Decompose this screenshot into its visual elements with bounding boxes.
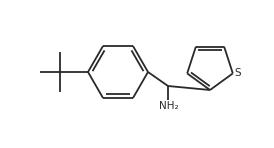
Text: NH₂: NH₂ (159, 101, 179, 111)
Text: S: S (235, 68, 241, 78)
